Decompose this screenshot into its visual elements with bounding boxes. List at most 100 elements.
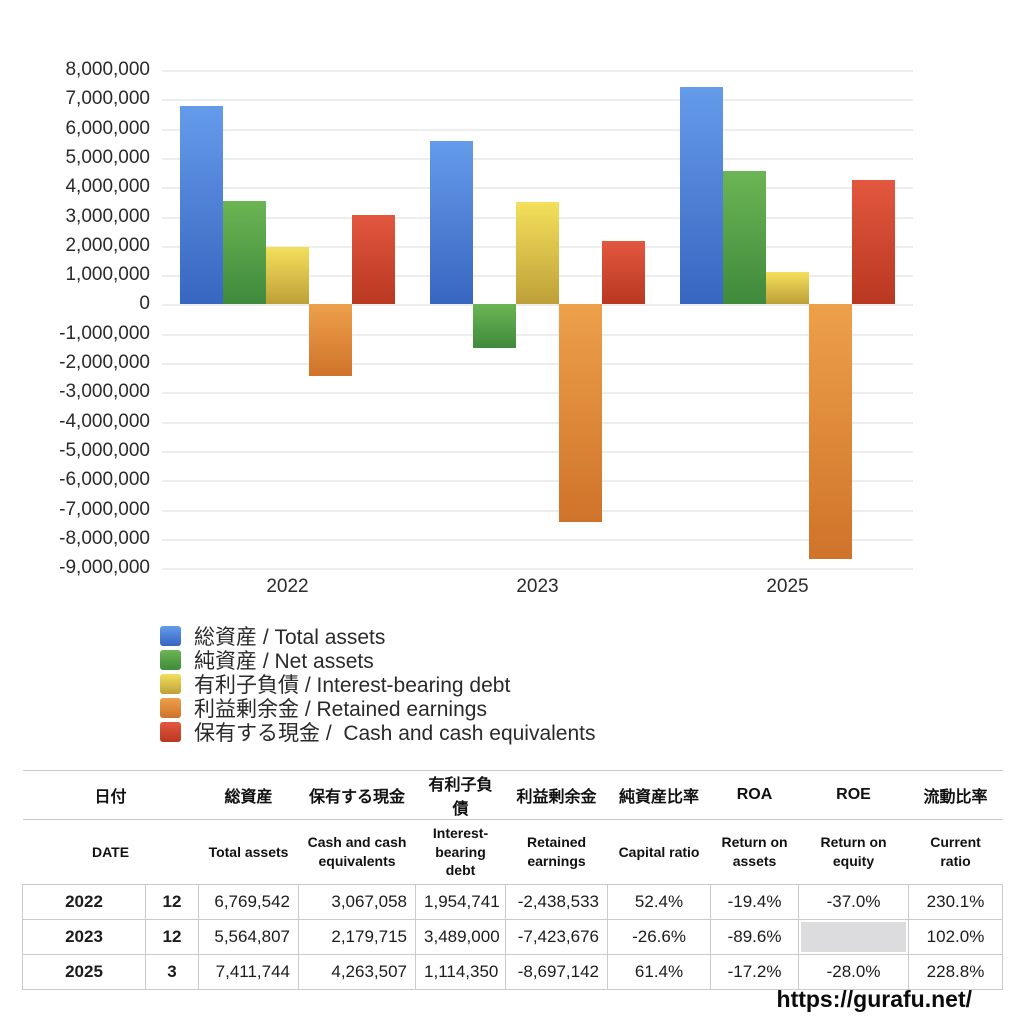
financials-table: 日付 総資産 保有する現金 有利子負債 利益剰余金 純資産比率 ROA ROE 流動比率 DATE… [22, 770, 1004, 990]
cell-debt: 1,114,350 [415, 954, 507, 990]
y-axis-tick-label: -4,000,000 [59, 410, 150, 432]
gridline [162, 480, 913, 483]
legend-item: 純資産 / Net assets [160, 648, 596, 673]
table-header-jp-3: 有利子負債 [415, 770, 506, 820]
y-axis-tick-label: 4,000,000 [65, 176, 150, 198]
gridline [162, 421, 913, 424]
table-header-en-1: Total assets [198, 819, 299, 885]
bar-retained-earnings-2022 [309, 304, 352, 376]
y-axis-tick-label: 2,000,000 [65, 234, 150, 256]
y-axis-tick-label: 7,000,000 [65, 88, 150, 110]
bar-interest-bearing-debt-2022 [266, 247, 309, 305]
x-axis-label-2022: 2022 [266, 576, 309, 597]
table-header-jp-1: 総資産 [198, 770, 299, 820]
cell-retained: -2,438,533 [505, 884, 609, 920]
y-axis-tick-label: 5,000,000 [65, 146, 150, 168]
x-axis-label-2023: 2023 [516, 576, 559, 597]
bar-net-assets-2025 [723, 171, 766, 305]
table-header-jp-7: ROE [798, 770, 909, 820]
bar-total-assets-2025 [680, 87, 723, 305]
cell-month: 12 [144, 919, 200, 955]
legend-label: 有利子負債 / Interest-bearing debt [194, 674, 511, 697]
y-axis-tick-label: -2,000,000 [59, 352, 150, 373]
table-header-jp-4: 利益剰余金 [505, 770, 608, 820]
table-header-en-0: DATE [22, 819, 199, 885]
table-header-jp-2: 保有する現金 [298, 770, 416, 820]
table-header-en-8: Current ratio [908, 819, 1003, 885]
gridline [162, 568, 913, 571]
gridline [162, 187, 913, 190]
table-header-jp-0: 日付 [22, 770, 199, 820]
cell-current_ratio: 228.8% [908, 954, 1004, 990]
cell-year: 2025 [22, 954, 146, 990]
legend-item: 利益剰余金 / Retained earnings [160, 696, 596, 721]
bar-net-assets-2022 [223, 200, 266, 305]
legend-item: 有利子負債 / Interest-bearing debt [160, 672, 596, 697]
table-header-jp-6: ROA [710, 770, 799, 820]
missing-value-fill [801, 922, 907, 952]
legend-swatch-icon [160, 674, 181, 694]
cell-roe: -37.0% [798, 884, 910, 920]
cell-cash: 3,067,058 [298, 884, 417, 920]
cell-total_assets: 6,769,542 [198, 884, 300, 920]
site-url: https://gurafu.net/ [776, 986, 972, 1012]
cell-capital_ratio: -26.6% [607, 919, 712, 955]
bar-cash-2023 [602, 240, 645, 305]
gridline [162, 128, 913, 131]
bar-interest-bearing-debt-2023 [516, 202, 559, 305]
legend-swatch-icon [160, 650, 181, 670]
y-axis-tick-label: 3,000,000 [65, 205, 150, 227]
table-header-en-7: Return on equity [798, 819, 909, 885]
bar-total-assets-2023 [430, 141, 473, 305]
bar-retained-earnings-2025 [809, 304, 852, 560]
y-axis-tick-label: -3,000,000 [59, 381, 150, 403]
cell-total_assets: 5,564,807 [198, 919, 300, 955]
bar-interest-bearing-debt-2025 [766, 271, 809, 305]
bar-retained-earnings-2023 [559, 304, 602, 522]
y-axis-tick-label: -5,000,000 [59, 439, 150, 461]
table-header-jp-5: 純資産比率 [607, 770, 711, 820]
y-axis-tick-label: 8,000,000 [65, 59, 150, 80]
y-axis-tick-label: -7,000,000 [59, 498, 150, 520]
cell-month: 12 [144, 884, 200, 920]
y-axis-tick-label: -6,000,000 [59, 469, 150, 491]
gridline [162, 538, 913, 541]
cell-retained: -8,697,142 [505, 954, 609, 990]
cell-year: 2023 [22, 919, 146, 955]
cell-roa: -17.2% [710, 954, 800, 990]
y-axis-tick-label: 1,000,000 [65, 264, 150, 286]
table-header-en-2: Cash and cash equivalents [298, 819, 416, 885]
bar-cash-2025 [852, 179, 895, 305]
legend-label: 純資産 / Net assets [194, 650, 374, 673]
table-header-en-5: Capital ratio [607, 819, 711, 885]
legend-swatch-icon [160, 626, 181, 646]
gridline [162, 157, 913, 160]
cell-roa: -89.6% [710, 919, 800, 955]
cell-total_assets: 7,411,744 [198, 954, 300, 990]
x-axis-label-2025: 2025 [766, 576, 809, 597]
chart-legend: 総資産 / Total assets 純資産 / Net assets 有利子負… [160, 624, 596, 745]
bar-net-assets-2023 [473, 304, 516, 348]
legend-item: 総資産 / Total assets [160, 624, 596, 649]
y-axis-tick-label: 0 [139, 293, 150, 315]
table-row: 2025 3 7,411,744 4,263,507 1,114,350 -8,697,1… [22, 954, 1004, 990]
table-header-jp-8: 流動比率 [908, 770, 1003, 820]
cell-current_ratio: 102.0% [908, 919, 1004, 955]
table-header-en-6: Return on assets [710, 819, 799, 885]
bar-cash-2022 [352, 214, 395, 305]
gridline [162, 70, 913, 72]
legend-swatch-icon [160, 722, 181, 742]
cell-year: 2022 [22, 884, 146, 920]
gridline [162, 509, 913, 512]
y-axis-tick-label: -9,000,000 [59, 557, 150, 579]
gridline [162, 333, 913, 336]
cell-current_ratio: 230.1% [908, 884, 1004, 920]
bar-chart: 8,000,000 7,000,000 6,000,000 5,000,000 4,00… [59, 59, 913, 597]
cell-cash: 2,179,715 [298, 919, 417, 955]
gridline [162, 99, 913, 102]
cell-debt: 3,489,000 [415, 919, 507, 955]
y-axis-tick-label: -8,000,000 [59, 527, 150, 549]
cell-cash: 4,263,507 [298, 954, 417, 990]
gridline [162, 304, 913, 307]
